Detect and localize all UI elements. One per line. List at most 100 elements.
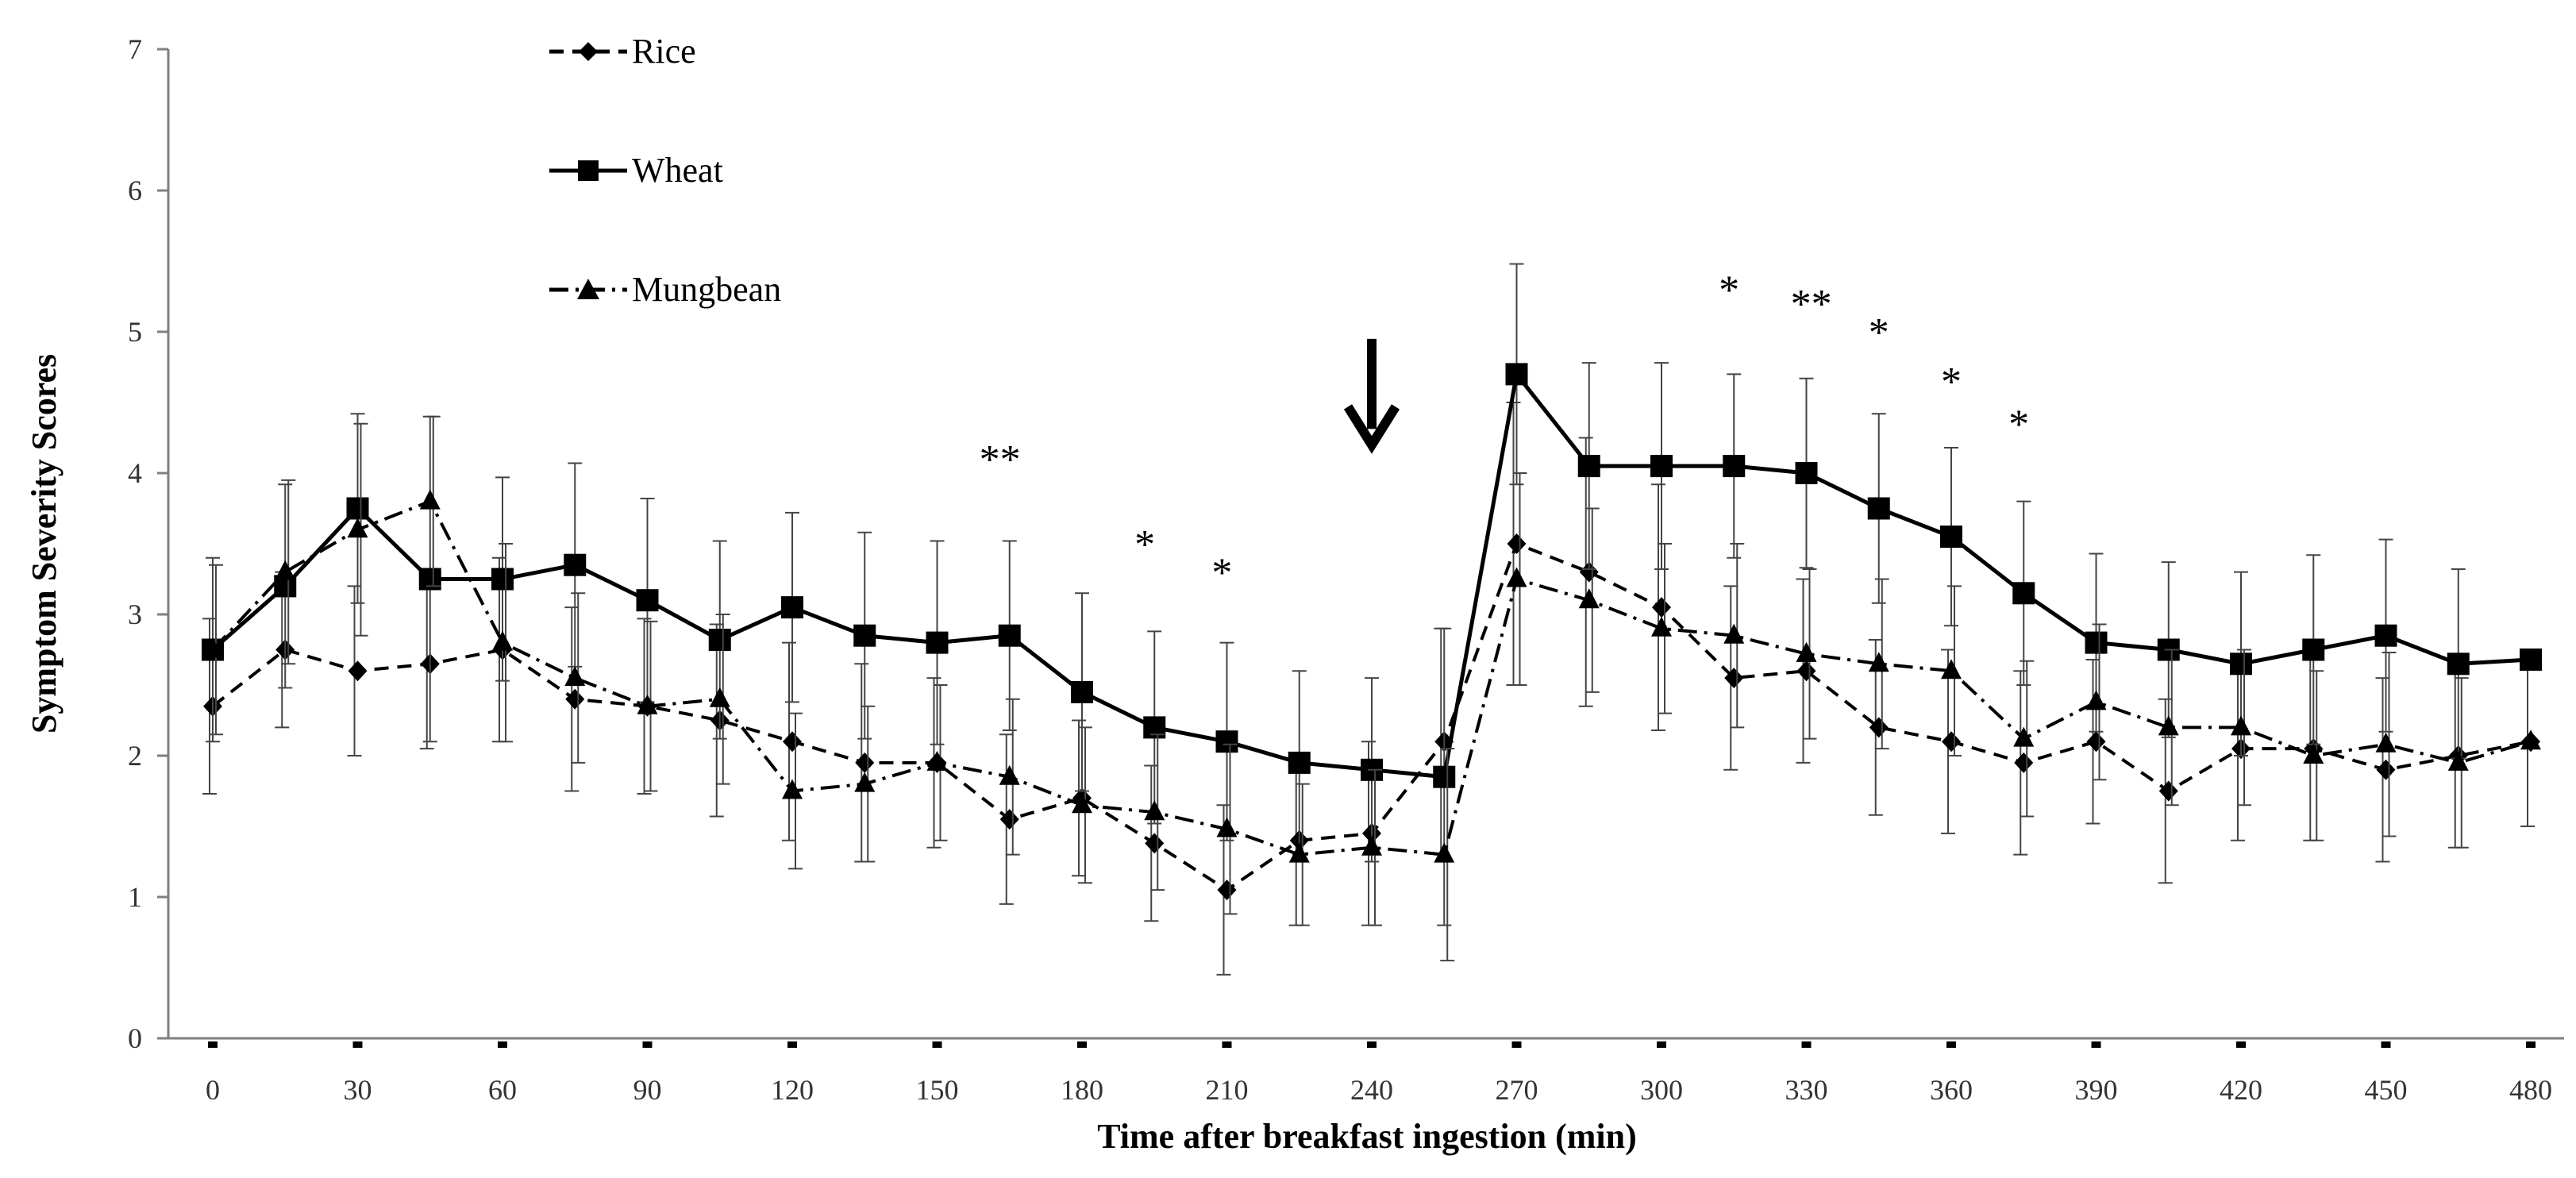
data-point-triangle bbox=[854, 772, 876, 792]
data-point-triangle bbox=[999, 764, 1020, 785]
x-tick-label: 330 bbox=[1785, 1074, 1828, 1106]
data-point-diamond bbox=[2158, 780, 2178, 802]
data-point-square bbox=[853, 624, 876, 647]
data-point-diamond bbox=[2014, 752, 2034, 773]
data-point-square bbox=[1071, 680, 1093, 703]
data-point-diamond bbox=[2086, 731, 2106, 753]
data-point-triangle bbox=[2447, 750, 2469, 771]
x-tick-mark bbox=[1367, 1041, 1377, 1048]
data-point-square bbox=[1940, 525, 1962, 549]
data-point-diamond bbox=[1145, 833, 1165, 854]
data-point-diamond bbox=[1942, 731, 1961, 753]
data-point-square bbox=[1288, 751, 1311, 774]
y-tick-label: 7 bbox=[128, 33, 142, 65]
data-point-triangle bbox=[1434, 842, 1455, 863]
x-tick-label: 210 bbox=[1206, 1074, 1249, 1106]
legend-label-mungbean: Mungbean bbox=[632, 270, 781, 309]
data-point-square bbox=[1505, 363, 1528, 386]
data-point-triangle bbox=[1796, 641, 1817, 662]
x-tick-label: 30 bbox=[344, 1074, 372, 1106]
data-point-diamond bbox=[1579, 561, 1599, 583]
arrow-head bbox=[1343, 404, 1400, 454]
data-point-triangle bbox=[1144, 800, 1165, 821]
data-point-diamond bbox=[783, 731, 802, 753]
data-point-triangle bbox=[1288, 842, 1310, 863]
x-tick-mark bbox=[1222, 1041, 1232, 1048]
data-point-diamond bbox=[2376, 759, 2396, 780]
significance-marker: * bbox=[2008, 402, 2029, 448]
data-point-triangle bbox=[1868, 652, 1889, 672]
x-tick-mark bbox=[1511, 1041, 1522, 1048]
data-point-triangle bbox=[1072, 793, 1092, 814]
x-tick-label: 240 bbox=[1350, 1074, 1393, 1106]
y-axis-title: Symptom Severity Scores bbox=[25, 354, 64, 733]
triangle-marker-icon bbox=[577, 279, 599, 299]
data-point-triangle bbox=[202, 637, 223, 658]
x-tick-mark bbox=[642, 1041, 653, 1048]
x-tick-mark bbox=[932, 1041, 942, 1048]
x-tick-mark bbox=[1946, 1041, 1956, 1048]
significance-marker: * bbox=[1941, 360, 1962, 405]
data-point-diamond bbox=[855, 752, 875, 773]
x-tick-mark bbox=[1077, 1041, 1087, 1048]
x-tick-label: 60 bbox=[488, 1074, 517, 1106]
data-point-triangle bbox=[782, 779, 803, 799]
data-point-square bbox=[1650, 455, 1673, 478]
data-point-square bbox=[2085, 631, 2108, 654]
y-tick-label: 1 bbox=[128, 881, 142, 913]
data-point-square bbox=[1867, 497, 1890, 520]
x-tick-mark bbox=[208, 1041, 218, 1048]
x-tick-label: 450 bbox=[2365, 1074, 2408, 1106]
significance-marker: * bbox=[1869, 310, 1889, 356]
x-tick-label: 420 bbox=[2220, 1074, 2262, 1106]
data-point-triangle bbox=[1578, 588, 1600, 609]
x-tick-mark bbox=[787, 1041, 797, 1048]
y-tick-label: 2 bbox=[128, 740, 142, 772]
data-point-diamond bbox=[1724, 668, 1744, 689]
plot-area bbox=[202, 263, 2542, 976]
data-point-diamond bbox=[1217, 880, 1237, 901]
data-point-diamond bbox=[1796, 660, 1816, 682]
data-point-triangle bbox=[564, 666, 586, 687]
data-point-triangle bbox=[275, 560, 296, 580]
data-point-diamond bbox=[348, 660, 368, 682]
x-tick-label: 270 bbox=[1496, 1074, 1538, 1106]
data-point-square bbox=[346, 497, 369, 520]
significance-marker: * bbox=[1211, 550, 1232, 595]
data-point-triangle bbox=[1361, 835, 1382, 856]
data-point-triangle bbox=[1651, 616, 1672, 637]
data-point-square bbox=[926, 631, 949, 654]
legend-item-rice: Rice bbox=[549, 32, 696, 71]
x-tick-label: 120 bbox=[771, 1074, 814, 1106]
x-tick-label: 180 bbox=[1061, 1074, 1103, 1106]
x-tick-label: 150 bbox=[916, 1074, 959, 1106]
data-point-triangle bbox=[2013, 726, 2035, 747]
data-point-triangle bbox=[637, 694, 658, 714]
legend: Rice Wheat Mungbean bbox=[549, 32, 781, 309]
data-point-square bbox=[564, 553, 587, 576]
x-axis-title: Time after breakfast ingestion (min) bbox=[1097, 1117, 1637, 1156]
data-point-triangle bbox=[347, 518, 368, 538]
down-arrow-icon bbox=[1343, 338, 1400, 454]
data-point-square bbox=[2230, 653, 2252, 676]
data-point-triangle bbox=[492, 630, 513, 651]
legend-item-wheat: Wheat bbox=[549, 151, 723, 190]
x-tick-label: 390 bbox=[2075, 1074, 2118, 1106]
data-point-square bbox=[781, 596, 803, 619]
significance-annotations: ***** ***** bbox=[980, 268, 2030, 595]
x-tick-mark bbox=[2091, 1041, 2101, 1048]
data-point-diamond bbox=[1507, 533, 1527, 554]
data-point-triangle bbox=[2520, 730, 2541, 750]
legend-label-rice: Rice bbox=[632, 32, 696, 71]
x-tick-mark bbox=[352, 1041, 363, 1048]
data-point-diamond bbox=[1652, 597, 1671, 618]
legend-label-wheat: Wheat bbox=[632, 151, 723, 190]
data-point-triangle bbox=[2158, 715, 2179, 736]
data-point-square bbox=[2302, 638, 2325, 661]
data-point-triangle bbox=[2231, 715, 2251, 736]
data-point-square bbox=[998, 624, 1021, 647]
x-tick-mark bbox=[2381, 1041, 2391, 1048]
significance-marker: ** bbox=[1791, 282, 1832, 327]
y-tick-label: 0 bbox=[128, 1022, 142, 1054]
data-point-square bbox=[1723, 455, 1746, 478]
